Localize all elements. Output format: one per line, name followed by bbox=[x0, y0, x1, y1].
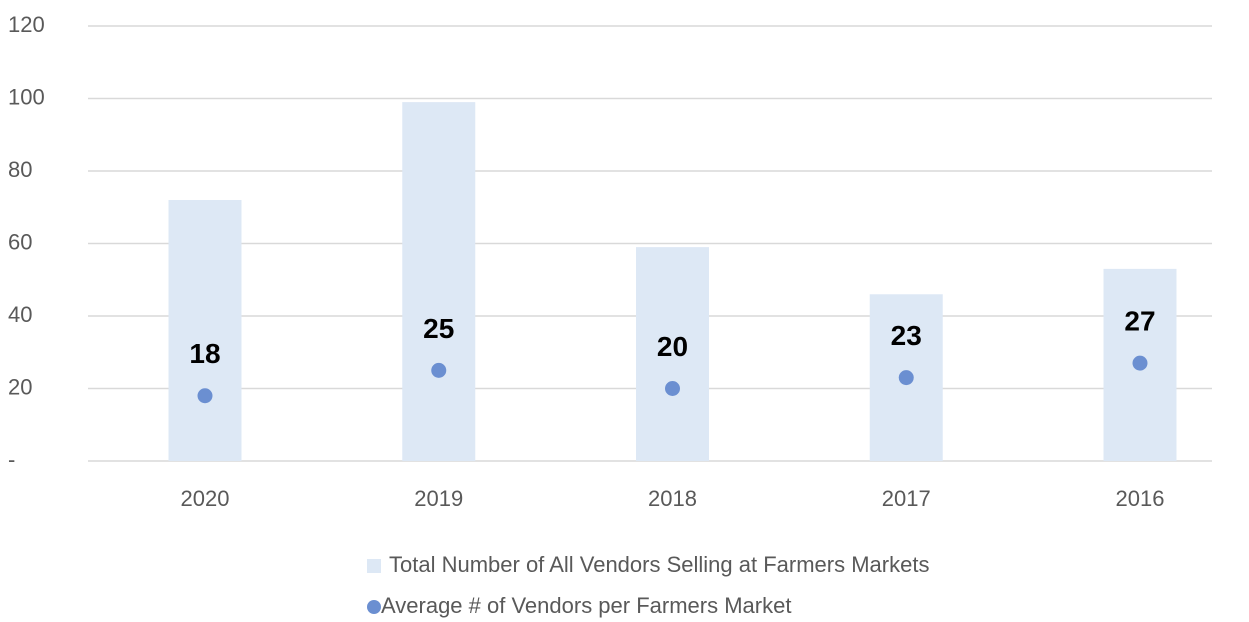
legend-label: Average # of Vendors per Farmers Market bbox=[381, 593, 791, 618]
data-label: 18 bbox=[189, 338, 220, 369]
dot bbox=[431, 362, 447, 378]
x-tick-label: 2018 bbox=[648, 486, 697, 511]
y-tick-label: 120 bbox=[8, 12, 45, 37]
bar bbox=[636, 247, 709, 461]
dot bbox=[1132, 355, 1148, 371]
dot bbox=[665, 381, 680, 396]
data-label: 20 bbox=[657, 331, 688, 362]
y-tick-label: 20 bbox=[8, 374, 32, 399]
x-tick-label: 2020 bbox=[181, 486, 230, 511]
data-label: 23 bbox=[891, 320, 922, 351]
bar bbox=[402, 102, 476, 461]
y-tick-label: 40 bbox=[8, 302, 32, 327]
legend-label: Total Number of All Vendors Selling at F… bbox=[389, 552, 929, 577]
x-tick-label: 2016 bbox=[1116, 486, 1165, 511]
dot bbox=[197, 388, 213, 404]
legend-marker bbox=[367, 600, 381, 614]
x-tick-label: 2019 bbox=[414, 486, 463, 511]
dot bbox=[898, 370, 914, 386]
bar bbox=[168, 200, 242, 461]
y-tick-label: 100 bbox=[8, 84, 45, 109]
y-tick-label: 80 bbox=[8, 157, 32, 182]
data-label: 25 bbox=[423, 313, 454, 344]
y-tick-label: 60 bbox=[8, 229, 32, 254]
x-tick-label: 2017 bbox=[882, 486, 931, 511]
legend-marker bbox=[367, 559, 381, 573]
y-tick-label: - bbox=[8, 447, 15, 472]
data-label: 27 bbox=[1124, 306, 1155, 337]
